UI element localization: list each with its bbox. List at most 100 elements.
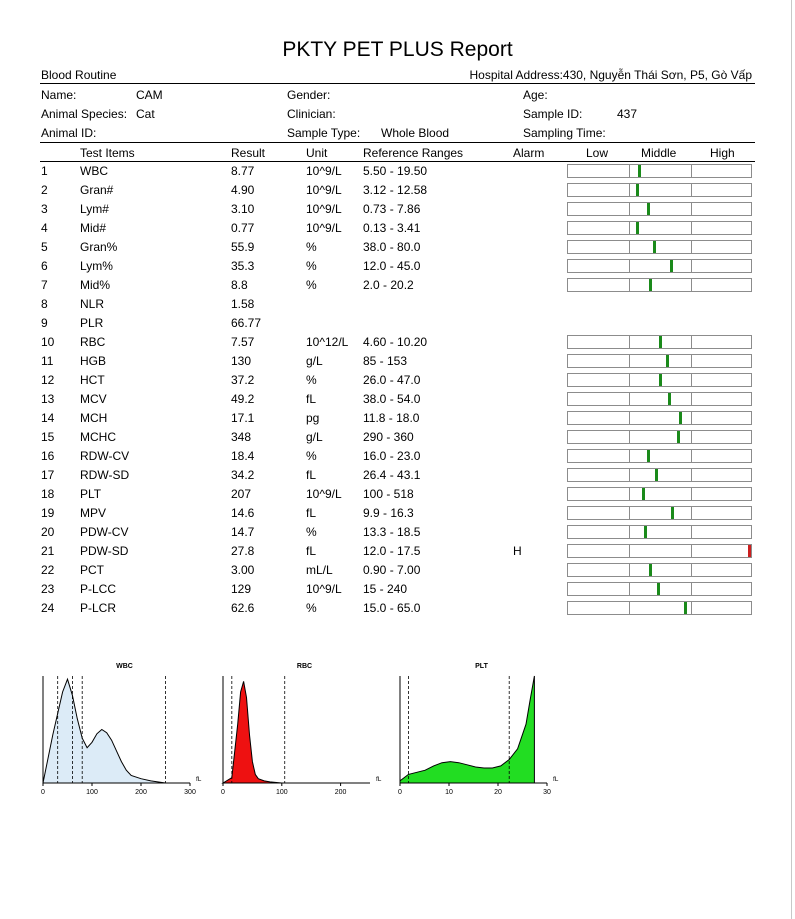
test-item-name: MPV: [80, 506, 107, 520]
unit: 10^9/L: [306, 164, 342, 178]
range-marker: [647, 450, 651, 462]
reference-range: 2.0 - 20.2: [363, 278, 414, 292]
range-bar-divider: [629, 450, 630, 462]
table-row: 23 P-LCC 129 10^9/L 15 - 240: [0, 580, 795, 599]
result-value: 130: [231, 354, 252, 368]
range-indicator-bar: [567, 563, 752, 577]
range-marker: [669, 260, 673, 272]
range-marker: [678, 412, 682, 424]
histogram-tick-label: 0: [41, 789, 45, 796]
range-bar-divider: [629, 279, 630, 291]
test-item-name: MCH: [80, 411, 108, 425]
unit: g/L: [306, 430, 323, 444]
range-marker: [638, 165, 642, 177]
reference-range: 26.0 - 47.0: [363, 373, 421, 387]
table-header-divider: [40, 161, 755, 162]
range-bar-divider: [629, 564, 630, 576]
range-bar-divider: [691, 507, 692, 519]
histogram-tick-label: 200: [135, 789, 147, 796]
range-bar-divider: [629, 507, 630, 519]
table-row: 7 Mid% 8.8% 2.0 - 20.2: [0, 276, 795, 295]
range-marker: [641, 488, 645, 500]
unit: %: [306, 278, 317, 292]
sample-id-value: 437: [617, 107, 638, 121]
range-indicator-bar: [567, 601, 752, 615]
range-bar-divider: [629, 165, 630, 177]
row-number: 24: [41, 601, 55, 615]
table-row: 22 PCT 3.00 mL/L 0.90 - 7.00: [0, 561, 795, 580]
range-bar-divider: [629, 260, 630, 272]
info-divider: [40, 142, 755, 143]
result-value: 1.58: [231, 297, 255, 311]
range-bar-divider: [691, 545, 692, 557]
col-header-result: Result: [231, 146, 266, 160]
test-item-name: HCT: [80, 373, 105, 387]
unit: %: [306, 601, 317, 615]
test-item-name: NLR: [80, 297, 105, 311]
gender-label: Gender:: [287, 88, 331, 102]
table-row: 20 PDW-CV 14.7% 13.3 - 18.5: [0, 523, 795, 542]
table-row: 3 Lym# 3.10 10^9/L 0.73 - 7.86: [0, 200, 795, 219]
histogram-title: RBC: [297, 663, 312, 670]
range-indicator-bar: [567, 411, 752, 425]
range-indicator-bar: [567, 373, 752, 387]
table-row: 19 MPV 14.6 fL 9.9 - 16.3: [0, 504, 795, 523]
reference-range: 15.0 - 65.0: [363, 601, 421, 615]
sampling-time-label: Sampling Time:: [523, 126, 606, 140]
unit: fL: [306, 506, 317, 520]
range-marker: [647, 203, 651, 215]
histogram-title: WBC: [116, 663, 133, 670]
test-item-name: RDW-SD: [80, 468, 130, 482]
row-number: 10: [41, 335, 55, 349]
report-title: PKTY PET PLUS Report: [282, 38, 513, 61]
reference-range: 85 - 153: [363, 354, 408, 368]
row-number: 14: [41, 411, 55, 425]
range-bar-divider: [629, 222, 630, 234]
species-label: Animal Species:: [41, 107, 128, 121]
reference-range: 11.8 - 18.0: [363, 411, 420, 425]
range-marker: [636, 222, 640, 234]
row-number: 7: [41, 278, 48, 292]
result-value: 27.8: [231, 544, 255, 558]
range-indicator-bar: [567, 259, 752, 273]
row-number: 23: [41, 582, 55, 596]
range-bar-divider: [691, 393, 692, 405]
range-bar-divider: [629, 336, 630, 348]
range-bar-divider: [691, 412, 692, 424]
unit: 10^9/L: [306, 221, 342, 235]
row-number: 13: [41, 392, 55, 406]
result-value: 18.4: [231, 449, 255, 463]
col-header-reference-ranges: Reference Ranges: [363, 146, 464, 160]
histogram-tick-label: 100: [86, 789, 98, 796]
sample-id-label: Sample ID:: [523, 107, 583, 121]
unit: 10^9/L: [306, 183, 342, 197]
range-bar-divider: [691, 583, 692, 595]
table-row: 13 MCV 49.2 fL 38.0 - 54.0: [0, 390, 795, 409]
range-indicator-bar: [567, 240, 752, 254]
hospital-address: Hospital Address:430, Nguyễn Thái Sơn, P…: [469, 68, 752, 82]
reference-range: 15 - 240: [363, 582, 408, 596]
histogram-unit-label: fL: [196, 776, 202, 783]
result-value: 49.2: [231, 392, 255, 406]
range-bar-divider: [629, 393, 630, 405]
unit: %: [306, 373, 317, 387]
reference-range: 38.0 - 54.0: [363, 392, 421, 406]
result-value: 207: [231, 487, 252, 501]
row-number: 18: [41, 487, 55, 501]
rbc-histogram: RBC 0 100 200 fL: [221, 663, 382, 796]
range-bar-divider: [691, 374, 692, 386]
range-bar-divider: [691, 165, 692, 177]
col-header-unit: Unit: [306, 146, 328, 160]
row-number: 17: [41, 468, 55, 482]
page-edge: [791, 0, 792, 919]
row-number: 11: [41, 354, 54, 368]
table-row: 17 RDW-SD 34.2 fL 26.4 - 43.1: [0, 466, 795, 485]
unit: %: [306, 525, 317, 539]
row-number: 8: [41, 297, 48, 311]
row-number: 12: [41, 373, 55, 387]
table-row: 1 WBC 8.77 10^9/L 5.50 - 19.50: [0, 162, 795, 181]
result-value: 55.9: [231, 240, 255, 254]
range-bar-divider: [691, 241, 692, 253]
